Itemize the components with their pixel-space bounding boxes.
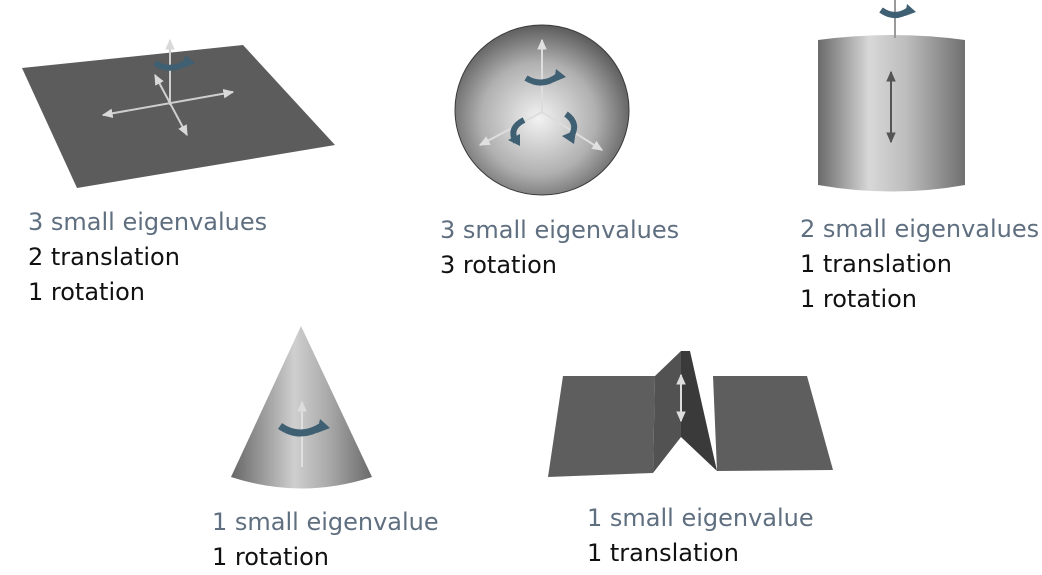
ridge-left-plane [548,376,655,477]
cone-caption: 1 small eigenvalue 1 rotation [212,505,439,575]
ridge-caption: 1 small eigenvalue 1 translation [587,501,814,571]
cylinder-label: 2 small eigenvalues [800,215,1040,243]
plane-caption: 3 small eigenvalues 2 translation 1 rota… [28,205,267,310]
sphere-line-1: 3 rotation [440,251,558,279]
plane-line-2: 1 rotation [28,278,146,306]
cylinder-line-2: 1 rotation [800,285,918,313]
ridge-right-plane [713,376,833,471]
cylinder-caption: 2 small eigenvalues 1 translation 1 rota… [800,212,1039,317]
cone-figure [231,326,372,489]
sphere-label: 3 small eigenvalues [440,216,680,244]
ridge-figure [548,351,833,477]
ridge-line-1: 1 translation [587,539,739,567]
ridge-right-face [681,351,717,471]
ridge-label: 1 small eigenvalue [587,504,814,532]
cone-label: 1 small eigenvalue [212,508,439,536]
cylinder-figure [818,0,965,192]
ridge-left-face [653,351,681,473]
plane-line-1: 2 translation [28,243,180,271]
sphere-caption: 3 small eigenvalues 3 rotation [440,213,679,283]
cone-line-1: 1 rotation [212,543,330,571]
plane-label: 3 small eigenvalues [28,208,268,236]
sphere-figure [454,24,630,196]
plane-figure [22,38,335,188]
cylinder-line-1: 1 translation [800,250,952,278]
